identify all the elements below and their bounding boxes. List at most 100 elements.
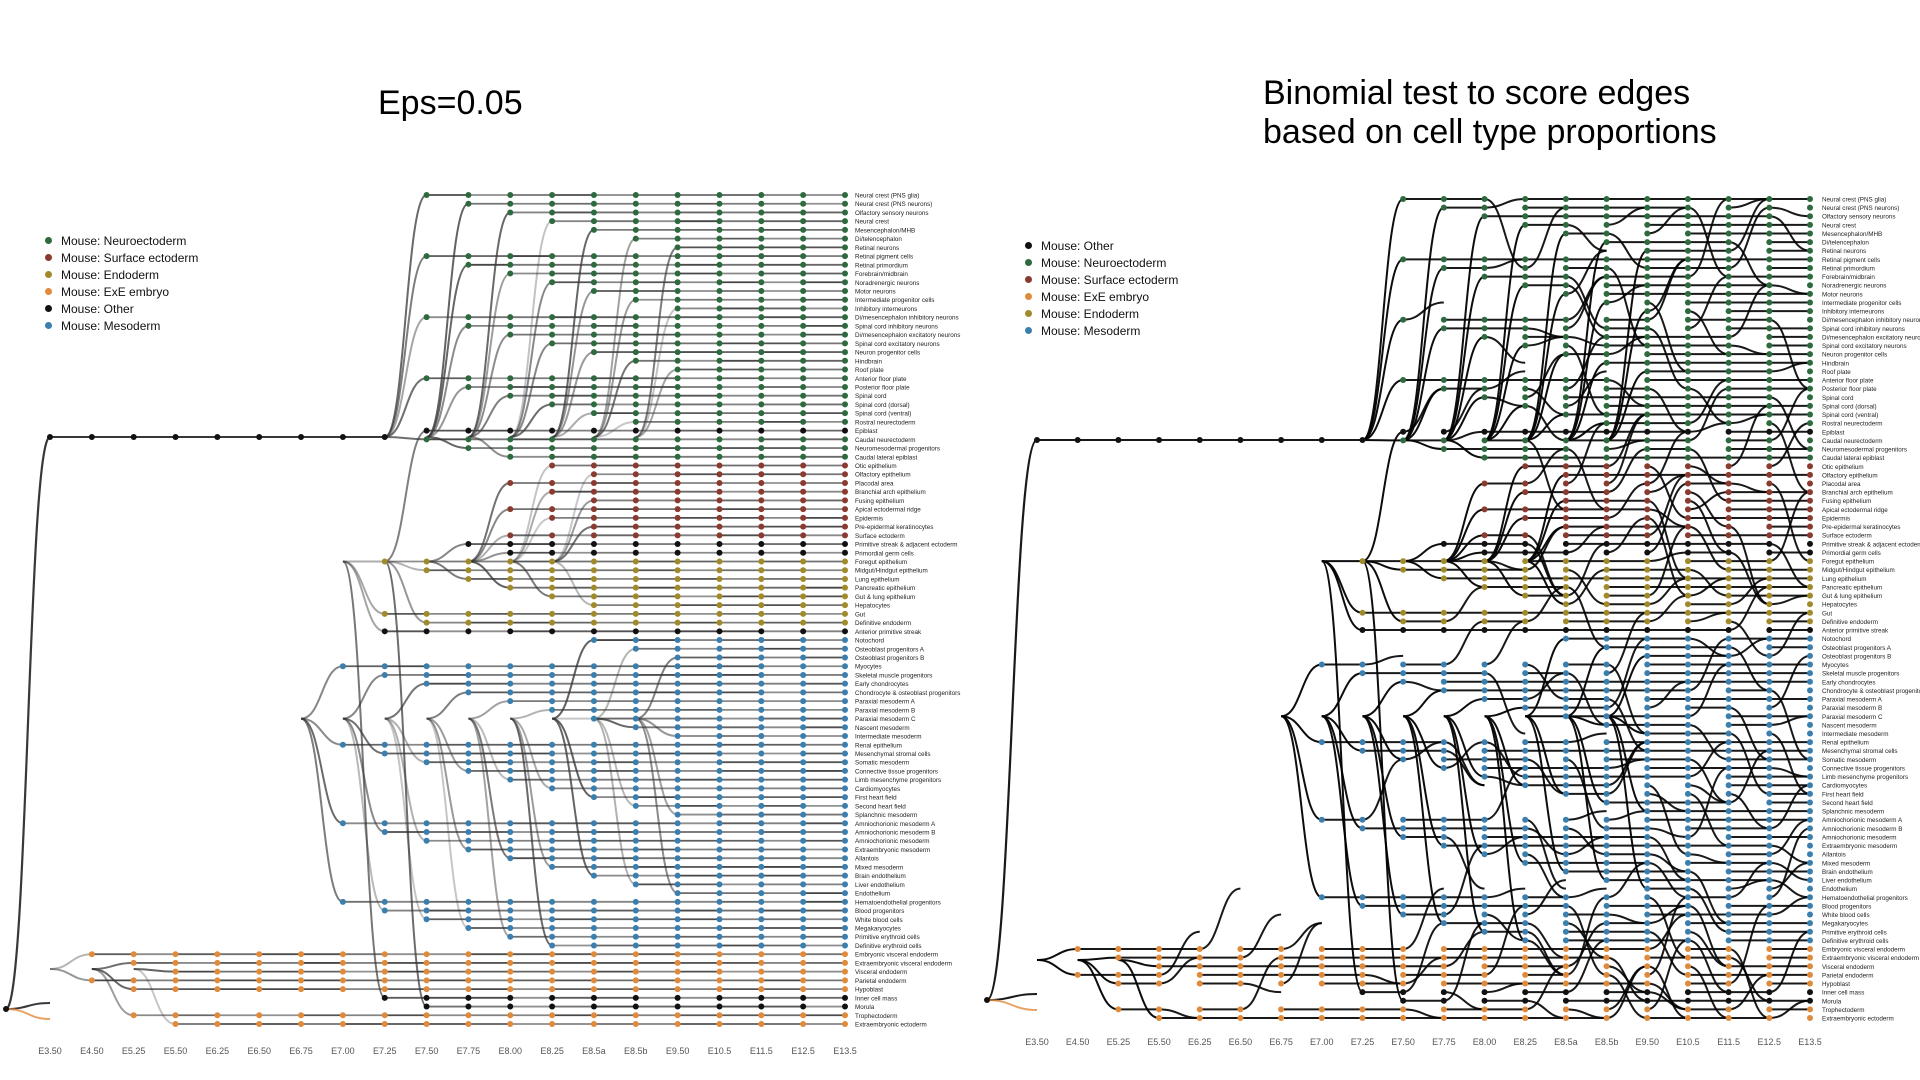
cell-state-node (465, 925, 472, 932)
lineage-edge (1280, 715, 1323, 821)
cell-state-node (465, 610, 472, 617)
cell-state-node (716, 427, 723, 434)
cell-state-node (507, 392, 514, 399)
cell-state-node (1684, 851, 1691, 858)
cell-state-node (716, 986, 723, 993)
cell-state-node (590, 628, 597, 635)
cell-type-label: Trophectoderm (855, 1013, 897, 1020)
cell-state-node (1440, 385, 1447, 392)
lineage-edge (1769, 422, 1811, 468)
cell-state-node (1684, 428, 1691, 435)
cell-state-node (1725, 764, 1732, 771)
cell-state-node (1766, 773, 1773, 780)
cell-state-node (1766, 799, 1773, 806)
cell-state-node (1440, 764, 1447, 771)
cell-state-node (1725, 790, 1732, 797)
cell-state-node (1522, 739, 1529, 746)
cell-state-node (842, 488, 848, 495)
cell-state-node (1562, 937, 1569, 944)
cell-state-node (1562, 946, 1569, 953)
cell-state-node (674, 724, 681, 731)
cell-state-node (465, 829, 472, 836)
cell-state-node (1684, 514, 1691, 521)
cell-state-node (1766, 411, 1773, 418)
cell-state-node (1481, 833, 1488, 840)
cell-state-node (381, 820, 388, 827)
cell-state-node (381, 968, 388, 975)
cell-state-node (842, 977, 848, 984)
cell-state-node (1807, 687, 1813, 694)
cell-state-node (590, 261, 597, 268)
cell-state-node (1522, 859, 1529, 866)
lineage-edge (1565, 732, 1607, 744)
cell-state-node (1644, 989, 1651, 996)
legend-label: Mouse: Mesoderm (1041, 323, 1141, 338)
cell-state-node (1237, 980, 1244, 987)
cell-state-node (1725, 704, 1732, 711)
lineage-edge (342, 717, 386, 912)
lineage-edge (1728, 585, 1770, 632)
lineage-edge (1687, 766, 1729, 838)
cell-state-node (842, 410, 848, 417)
lineage-edge (384, 377, 427, 438)
cell-state-node (1684, 773, 1691, 780)
cell-state-node (842, 261, 848, 268)
lineage-edge (300, 717, 344, 825)
cell-state-node (1522, 1006, 1529, 1013)
cell-state-node (758, 733, 765, 740)
lineage-edge (468, 333, 511, 438)
cell-state-node (1807, 359, 1813, 366)
legend-dot-icon (1025, 310, 1032, 317)
cell-state-node (632, 837, 639, 844)
cell-state-node (590, 541, 597, 548)
cell-type-label: Blood progenitors (855, 908, 904, 915)
cell-state-node (800, 837, 807, 844)
cell-state-node (465, 968, 472, 975)
cell-state-node (1522, 428, 1529, 435)
cell-state-node (1440, 446, 1447, 453)
cell-state-node (1725, 851, 1732, 858)
cell-state-node (1603, 601, 1610, 608)
lineage-edge (1565, 939, 1607, 994)
lineage-edge (1728, 482, 1770, 494)
cell-type-label: Epidermis (1822, 515, 1850, 522)
cell-state-node (1562, 325, 1569, 332)
cell-state-node (423, 907, 430, 914)
cell-state-node (1278, 971, 1285, 978)
left-legend: Mouse: Neuroectoderm Mouse: Surface ectod… (45, 232, 198, 334)
cell-state-node (1115, 1006, 1122, 1013)
cell-state-node (214, 986, 221, 993)
cell-state-node (1766, 359, 1773, 366)
cell-state-node (1603, 196, 1610, 202)
lineage-edge (635, 717, 678, 738)
cell-state-node (590, 558, 597, 565)
cell-state-node (1481, 204, 1488, 211)
cell-state-node (1196, 1006, 1203, 1013)
cell-state-node (1807, 851, 1813, 858)
cell-state-node (758, 610, 765, 617)
cell-state-node (1644, 351, 1651, 358)
cell-state-node (1644, 299, 1651, 306)
lineage-edge (1484, 672, 1526, 735)
cell-state-node (590, 584, 597, 591)
cell-state-node (674, 541, 681, 548)
cell-state-node (1400, 971, 1407, 978)
cell-state-node (674, 645, 681, 652)
cell-type-label: Retinal neurons (855, 245, 899, 252)
cell-state-node (1603, 773, 1610, 780)
cell-state-node (1766, 549, 1773, 556)
cell-type-label: Chondrocyte & osteoblast progenitors (855, 690, 960, 697)
cell-state-node (1562, 351, 1569, 358)
cell-state-node (716, 584, 723, 591)
stage-tick-label: E3.50 (38, 1046, 62, 1056)
cell-state-node (1644, 627, 1651, 634)
cell-state-node (800, 706, 807, 713)
cell-type-label: Allantois (855, 856, 879, 863)
cell-state-node (549, 855, 556, 862)
cell-state-node (549, 392, 556, 399)
cell-state-node (758, 925, 765, 932)
cell-state-node (1644, 575, 1651, 582)
cell-state-node (842, 558, 848, 565)
cell-state-node (1400, 980, 1407, 987)
cell-state-node (716, 331, 723, 338)
